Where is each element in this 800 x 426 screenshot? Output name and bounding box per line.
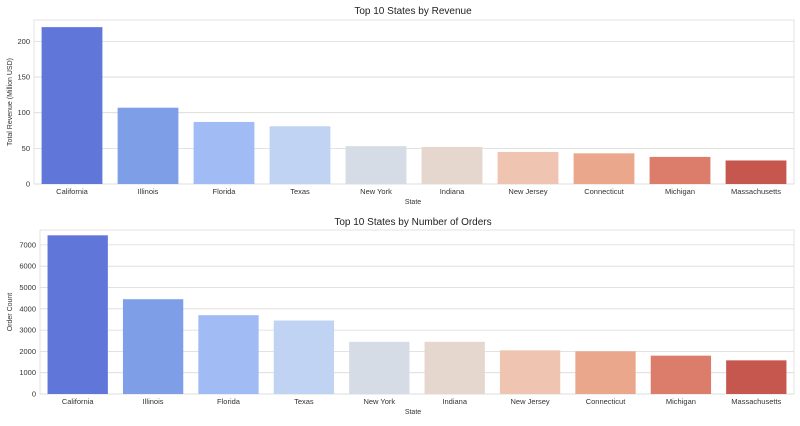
revenue-y-tick-label: 200 [17, 37, 30, 46]
revenue-y-tick-label: 100 [17, 108, 30, 117]
orders-bar-florida [198, 315, 259, 394]
orders-bars [47, 235, 787, 394]
orders-bar-connecticut [575, 351, 636, 394]
revenue-chart-title: Top 10 States by Revenue [354, 6, 472, 17]
revenue-x-tick-label: Illinois [138, 187, 159, 196]
orders-bar-new-jersey [499, 350, 561, 394]
revenue-y-ticks: 0 50 100 150 200 [17, 37, 30, 189]
orders-y-axis-label: Order Count [7, 293, 14, 332]
orders-bar-texas [273, 320, 335, 394]
revenue-x-tick-label: Michigan [665, 187, 695, 196]
revenue-x-ticks: California Illinois Florida Texas New York In… [56, 187, 781, 196]
revenue-bars [41, 27, 787, 185]
revenue-x-tick-label: Massachusetts [731, 187, 781, 196]
orders-y-tick-label: 2000 [19, 347, 36, 356]
revenue-y-tick-label: 50 [22, 144, 30, 153]
orders-y-tick-label: 0 [32, 390, 36, 399]
orders-x-ticks: California Illinois Florida Texas New York In… [62, 397, 782, 406]
revenue-bar-new-york [345, 146, 407, 184]
revenue-bar-california [41, 27, 103, 185]
revenue-bar-indiana [421, 146, 483, 184]
revenue-bar-michigan [649, 156, 711, 184]
revenue-x-tick-label: Texas [290, 187, 310, 196]
revenue-x-tick-label: Connecticut [584, 187, 625, 196]
orders-x-tick-label: Indiana [442, 397, 467, 406]
orders-bar-indiana [424, 341, 485, 394]
orders-x-tick-label: Connecticut [586, 397, 627, 406]
revenue-bar-new-jersey [497, 151, 559, 184]
revenue-x-tick-label: California [56, 187, 89, 196]
revenue-bar-connecticut [573, 153, 635, 184]
orders-y-tick-label: 5000 [19, 283, 36, 292]
orders-bar-massachusetts [726, 360, 787, 394]
revenue-y-tick-label: 150 [17, 73, 30, 82]
orders-x-tick-label: Michigan [666, 397, 696, 406]
orders-chart-title: Top 10 States by Number of Orders [334, 217, 491, 228]
revenue-x-tick-label: Indiana [440, 187, 465, 196]
orders-x-tick-label: California [62, 397, 95, 406]
revenue-bar-florida [193, 121, 255, 184]
orders-x-tick-label: New Jersey [511, 397, 550, 406]
orders-x-tick-label: Florida [217, 397, 241, 406]
orders-bar-california [47, 235, 108, 394]
orders-bar-michigan [650, 355, 712, 394]
orders-plot-frame [39, 229, 795, 395]
orders-bar-new-york [349, 341, 410, 394]
orders-y-tick-label: 7000 [19, 240, 36, 249]
orders-x-tick-label: Illinois [143, 397, 164, 406]
orders-chart: Top 10 States by Number of Orders 0 1000 2… [7, 217, 795, 416]
revenue-x-tick-label: New Jersey [508, 187, 547, 196]
revenue-y-axis-label: Total Revenue (Million USD) [7, 58, 14, 146]
orders-y-tick-label: 6000 [19, 262, 36, 271]
orders-x-tick-label: Texas [294, 397, 314, 406]
orders-x-axis-label: State [405, 409, 421, 416]
revenue-chart: Top 10 States by Revenue 0 50 100 150 200 Ca… [7, 6, 795, 206]
revenue-bar-massachusetts [725, 160, 787, 184]
orders-y-tick-label: 4000 [19, 304, 36, 313]
revenue-bar-illinois [117, 107, 179, 184]
revenue-x-tick-label: New York [360, 187, 392, 196]
revenue-y-tick-label: 0 [26, 180, 30, 189]
revenue-x-axis-label: State [405, 199, 421, 206]
revenue-x-tick-label: Florida [213, 187, 237, 196]
orders-x-tick-label: New York [363, 397, 395, 406]
orders-y-tick-label: 3000 [19, 326, 36, 335]
orders-y-tick-label: 1000 [19, 368, 36, 377]
orders-y-ticks: 0 1000 2000 3000 4000 5000 6000 7000 [19, 240, 36, 398]
revenue-plot-frame [33, 19, 795, 185]
orders-bar-illinois [122, 299, 184, 394]
orders-x-tick-label: Massachusetts [731, 397, 781, 406]
revenue-bar-texas [269, 126, 331, 184]
